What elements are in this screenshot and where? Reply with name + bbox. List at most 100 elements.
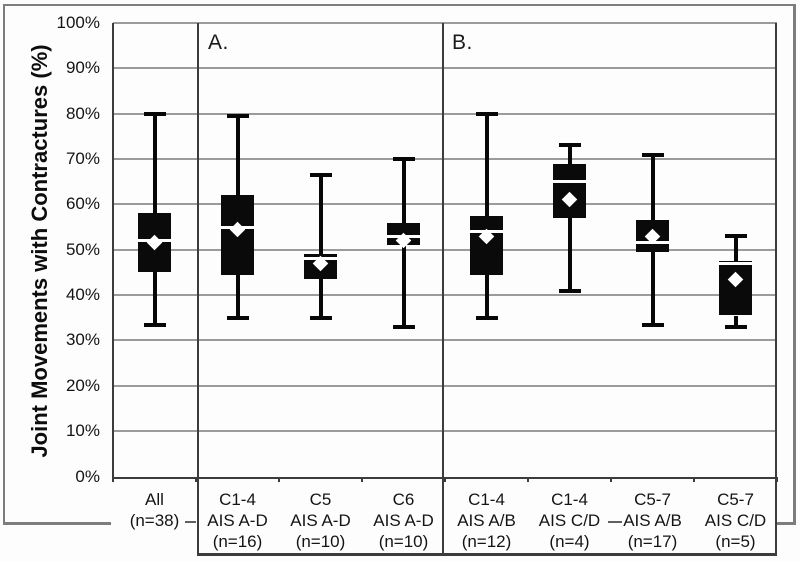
category-label: C5-7 AIS A/B (n=17): [610, 489, 696, 552]
category-label-line: AIS A-D: [207, 511, 268, 530]
category-label-line: (n=4): [549, 532, 590, 551]
category-label-line: (n=5): [715, 532, 756, 551]
category-label-line: C5: [309, 490, 332, 509]
category-label-line: AIS A-D: [373, 511, 434, 530]
lower-whisker-cap: [475, 315, 498, 320]
category-label-line: AIS C/D: [538, 511, 601, 530]
lower-whisker: [401, 245, 406, 329]
category-label-line: C1-4: [219, 490, 256, 509]
y-tick-label: 50%: [65, 239, 100, 259]
figure-border-top: [2, 3, 796, 6]
lower-whisker-cap: [309, 315, 332, 320]
y-tick-label: 70%: [65, 149, 100, 169]
section-a-left-border: [196, 23, 199, 555]
gridline: [113, 384, 777, 387]
gridline: [113, 294, 777, 297]
lower-whisker: [318, 279, 323, 320]
y-tick-label: 10%: [65, 421, 100, 441]
upper-whisker: [733, 236, 738, 262]
y-tick-label: 30%: [65, 330, 100, 350]
median-line: [553, 180, 586, 184]
category-label-line: AIS C/D: [704, 511, 767, 530]
category-label-line: C1-4: [468, 490, 505, 509]
category-label-line: C5-7: [634, 490, 671, 509]
category-label-line: (n=10): [295, 532, 346, 551]
gridline: [113, 430, 777, 433]
upper-whisker-cap: [724, 234, 747, 239]
section-b-label: B.: [452, 31, 473, 54]
y-tick-label: 90%: [65, 58, 100, 78]
upper-whisker-cap: [558, 143, 581, 148]
category-label: C1-4 AIS A/B (n=12): [444, 489, 530, 552]
y-tick-label: 80%: [65, 103, 100, 123]
axis-boundary-tick: [195, 477, 197, 482]
category-label-line: (n=12): [461, 532, 512, 551]
lower-whisker-cap: [558, 288, 581, 293]
box: [553, 163, 586, 218]
figure-border-connector-right: [777, 522, 796, 525]
upper-whisker: [401, 159, 406, 223]
upper-whisker-cap: [226, 113, 249, 118]
section-a-label: A.: [208, 31, 229, 54]
y-axis-line: [111, 23, 114, 478]
upper-whisker: [650, 154, 655, 221]
sections-bottom-border: [196, 553, 777, 556]
axis-boundary-tick: [278, 477, 280, 482]
y-tick-label: 20%: [65, 375, 100, 395]
category-label: C5-7 AIS C/D (n=5): [693, 489, 779, 552]
category-label: C5 AIS A-D (n=10): [278, 489, 364, 552]
lower-whisker: [650, 252, 655, 327]
label-row-dash: [185, 521, 196, 523]
gridline: [113, 112, 777, 115]
upper-whisker-cap: [309, 172, 332, 177]
median-line: [719, 261, 752, 265]
lower-whisker: [567, 218, 572, 293]
y-tick-label: 60%: [65, 194, 100, 214]
upper-whisker: [235, 115, 240, 196]
category-label-line: C1-4: [551, 490, 588, 509]
axis-boundary-tick: [527, 477, 529, 482]
category-label-line: (n=17): [627, 532, 678, 551]
gridline: [113, 22, 777, 24]
category-label: C1-4 AIS A-D (n=16): [195, 489, 281, 552]
section-divider: [441, 23, 444, 555]
category-label-line: All: [145, 490, 164, 509]
gridline: [113, 339, 777, 342]
box: [719, 261, 752, 316]
category-label-line: AIS A-D: [290, 511, 351, 530]
section-b-right-border: [774, 23, 777, 555]
axis-boundary-tick: [776, 477, 778, 482]
axis-boundary-tick: [361, 477, 363, 482]
label-row-dash: [608, 521, 622, 523]
upper-whisker-cap: [392, 157, 415, 162]
lower-whisker-cap: [392, 324, 415, 329]
axis-boundary-tick: [112, 477, 114, 482]
lower-whisker: [152, 272, 157, 327]
y-tick-label: 0%: [75, 466, 100, 486]
category-label-line: (n=10): [378, 532, 429, 551]
lower-whisker-cap: [143, 322, 166, 327]
figure-border-left: [2, 3, 5, 525]
axis-boundary-tick: [693, 477, 695, 482]
category-label-line: C6: [392, 490, 415, 509]
lower-whisker: [484, 274, 489, 320]
upper-whisker-cap: [641, 152, 664, 157]
category-label-line: AIS A/B: [623, 511, 682, 530]
axis-boundary-tick: [444, 477, 446, 482]
gridline: [113, 158, 777, 161]
upper-whisker: [567, 145, 572, 164]
gridline: [113, 67, 777, 70]
lower-whisker: [733, 315, 738, 329]
upper-whisker: [484, 113, 489, 216]
category-label-line: AIS A/B: [457, 511, 516, 530]
axis-boundary-tick: [610, 477, 612, 482]
category-label: C6 AIS A-D (n=10): [361, 489, 447, 552]
gridline: [113, 203, 777, 206]
lower-whisker-cap: [724, 324, 747, 329]
figure-border-right: [793, 3, 796, 525]
box: [470, 215, 503, 275]
upper-whisker-cap: [475, 111, 498, 116]
upper-whisker: [152, 113, 157, 214]
category-label: All (n=38): [112, 489, 198, 531]
